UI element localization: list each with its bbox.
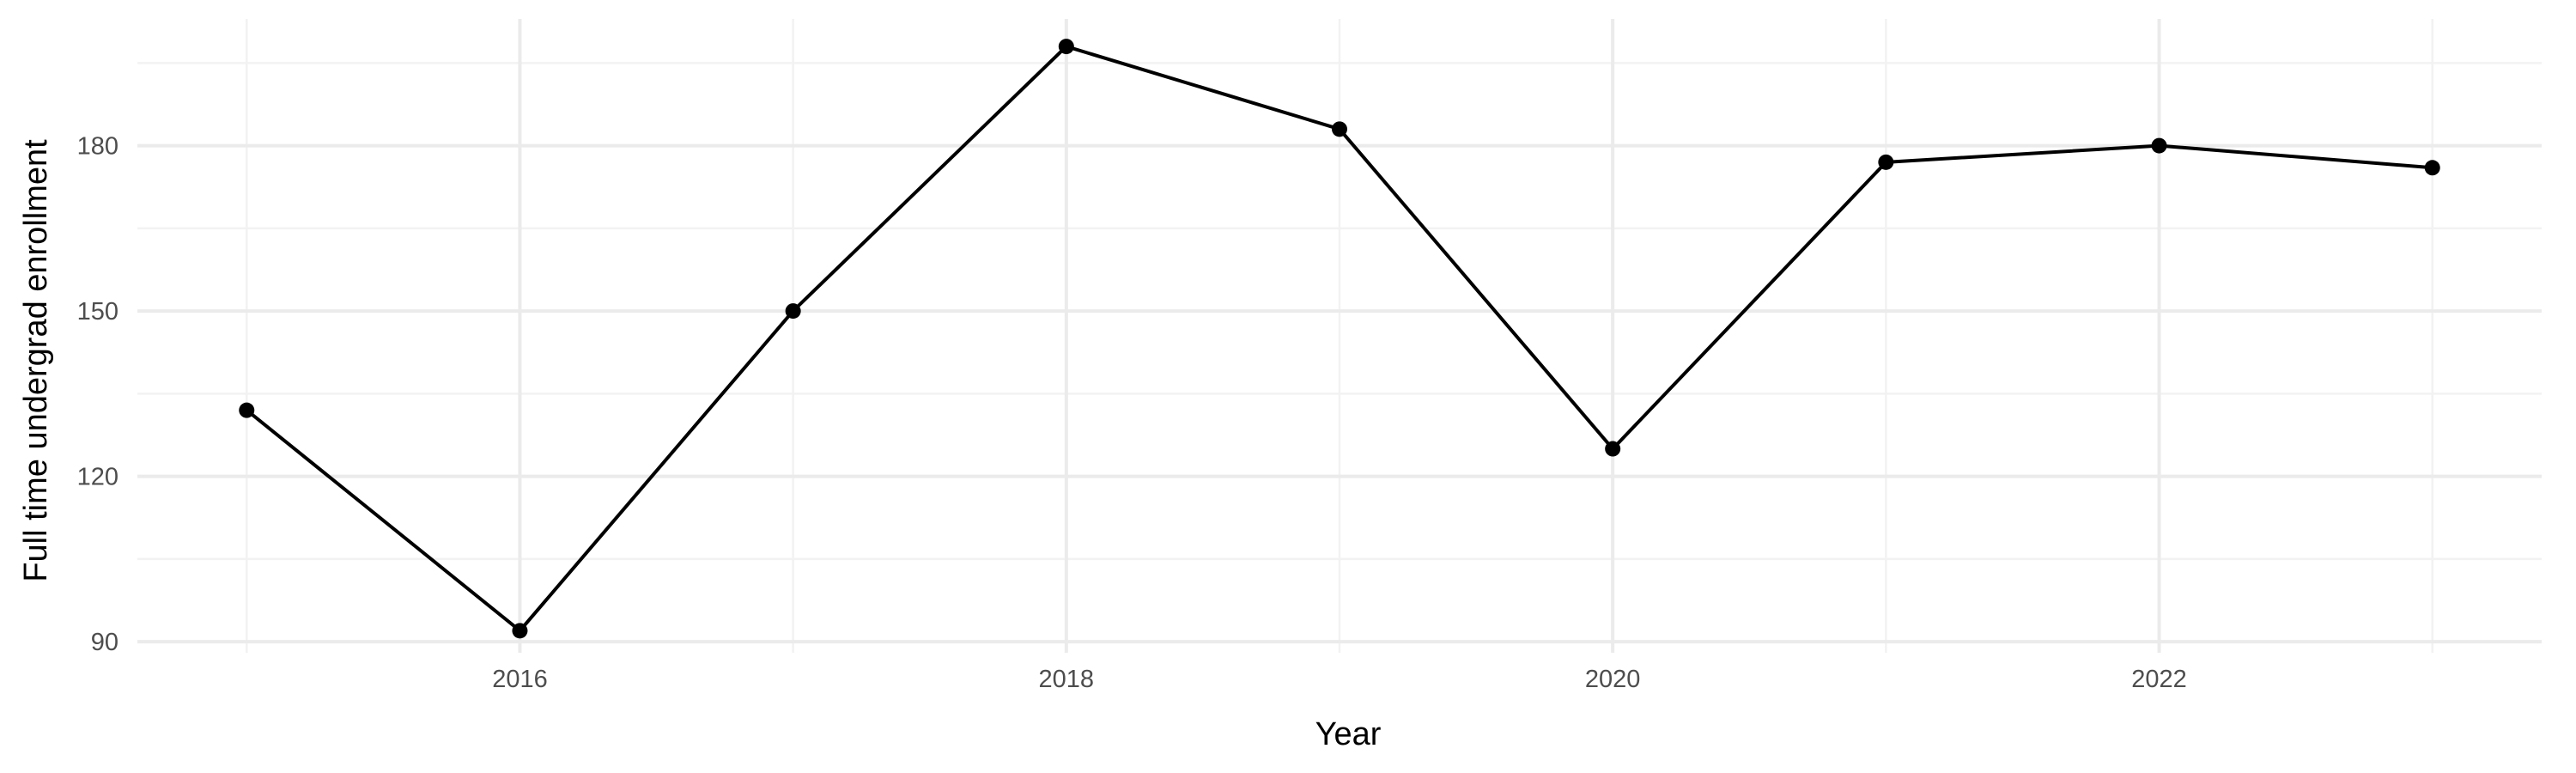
data-point xyxy=(785,303,801,320)
series-layer xyxy=(239,39,2440,639)
y-tick-label: 90 xyxy=(91,629,118,656)
minor-grid xyxy=(137,19,2542,653)
major-grid xyxy=(137,19,2542,653)
data-point xyxy=(1605,441,1621,457)
x-tick-label: 2018 xyxy=(1039,666,1095,693)
x-axis-title: Year xyxy=(1315,716,1382,752)
data-point xyxy=(1332,121,1347,137)
x-tick-labels: 2016 2018 2020 2022 xyxy=(492,666,2187,693)
x-tick-label: 2016 xyxy=(492,666,548,693)
data-point xyxy=(2424,160,2440,176)
x-tick-label: 2020 xyxy=(1585,666,1641,693)
y-tick-label: 120 xyxy=(77,464,118,491)
data-point xyxy=(239,402,255,418)
y-tick-labels: 90 120 150 180 xyxy=(77,133,118,657)
y-tick-label: 150 xyxy=(77,298,118,326)
y-axis-title: Full time undergrad enrollment xyxy=(18,139,54,582)
y-tick-label: 180 xyxy=(77,133,118,161)
data-point xyxy=(1878,154,1894,170)
data-point xyxy=(1058,39,1074,55)
data-point xyxy=(512,623,528,639)
data-point xyxy=(2151,137,2167,154)
x-tick-label: 2022 xyxy=(2131,666,2187,693)
